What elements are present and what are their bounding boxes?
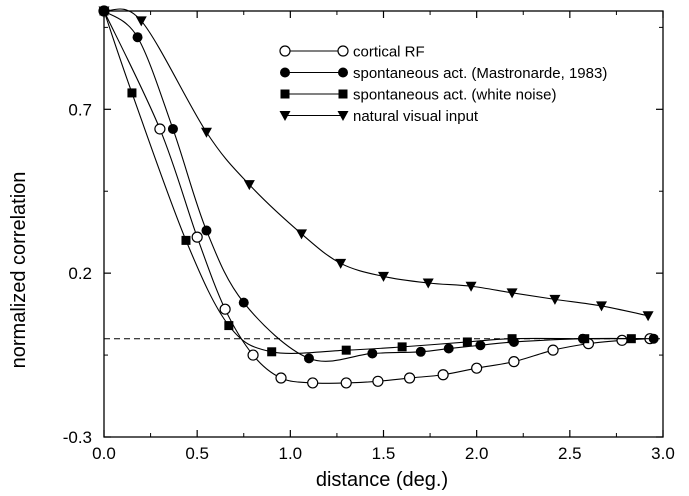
- legend-marker: [280, 67, 290, 78]
- data-point: [224, 321, 234, 331]
- data-point: [462, 337, 472, 347]
- legend-marker: [280, 89, 290, 99]
- series-0: [98, 5, 656, 389]
- data-point: [303, 353, 314, 364]
- x-tick-label: 0.5: [185, 444, 209, 463]
- data-point: [508, 356, 520, 368]
- legend-label: cortical RF: [353, 44, 425, 61]
- data-point: [507, 334, 517, 344]
- x-tick-label: 1.0: [279, 444, 303, 463]
- data-point: [372, 375, 384, 387]
- data-point: [437, 369, 449, 381]
- legend-marker: [337, 111, 349, 121]
- data-point: [98, 6, 110, 17]
- data-point: [397, 342, 407, 352]
- data-point: [415, 346, 426, 357]
- y-tick-label: 0.2: [68, 264, 92, 283]
- legend-marker: [279, 111, 291, 121]
- y-tick-label: -0.3: [63, 428, 92, 447]
- legend-marker: [337, 45, 349, 57]
- data-point: [642, 311, 654, 322]
- x-tick-label: 2.0: [465, 444, 489, 463]
- data-point: [549, 294, 561, 305]
- data-point: [341, 345, 351, 355]
- data-point: [626, 334, 636, 344]
- legend-entry: spontaneous act. (Mastronarde, 1983): [280, 65, 607, 82]
- legend-entry: spontaneous act. (white noise): [280, 87, 556, 104]
- legend-entry: cortical RF: [279, 44, 425, 61]
- data-point: [200, 127, 212, 138]
- data-point: [243, 180, 255, 191]
- data-point: [154, 123, 166, 135]
- legend-label: natural visual input: [353, 108, 479, 125]
- data-point: [471, 362, 483, 374]
- data-point: [167, 123, 178, 134]
- legend: cortical RF spontaneous act. (Mastronarde…: [279, 44, 607, 125]
- x-tick-label: 2.5: [558, 444, 582, 463]
- legend-label: spontaneous act. (white noise): [353, 87, 556, 104]
- data-point: [267, 347, 277, 357]
- data-point: [127, 88, 137, 98]
- series-line: [103, 10, 654, 362]
- x-tick-label: 3.0: [651, 444, 675, 463]
- x-tick-label: 0.0: [92, 444, 116, 463]
- data-point: [596, 301, 608, 312]
- data-point: [307, 377, 319, 389]
- legend-entry: natural visual input: [279, 108, 479, 125]
- data-point: [443, 343, 454, 354]
- data-point: [296, 229, 308, 240]
- series-3: [98, 6, 654, 322]
- data-point: [275, 372, 287, 384]
- data-point: [422, 278, 434, 289]
- data-point: [648, 333, 659, 344]
- data-point: [238, 297, 249, 308]
- x-axis-label: distance (deg.): [316, 469, 448, 491]
- data-point: [181, 235, 191, 245]
- data-point: [340, 377, 352, 389]
- data-point: [201, 225, 212, 236]
- legend-label: spontaneous act. (Mastronarde, 1983): [353, 65, 607, 82]
- x-tick-label: 1.5: [372, 444, 396, 463]
- data-point: [219, 303, 231, 315]
- data-point: [191, 231, 203, 243]
- y-axis-label: normalized correlation: [8, 172, 30, 369]
- data-point: [547, 344, 559, 356]
- series-layer: [98, 5, 659, 389]
- data-point: [132, 32, 143, 43]
- data-point: [465, 281, 477, 292]
- legend-marker: [338, 89, 348, 99]
- data-point: [335, 258, 347, 269]
- data-point: [367, 348, 378, 359]
- data-point: [506, 288, 518, 299]
- legend-marker: [279, 45, 291, 57]
- data-point: [580, 334, 590, 344]
- data-point: [475, 340, 486, 351]
- legend-marker: [338, 67, 348, 78]
- y-tick-label: 0.7: [68, 100, 92, 119]
- data-point: [403, 372, 416, 384]
- series-line: [103, 10, 632, 354]
- data-point: [616, 334, 628, 346]
- data-point: [135, 16, 147, 27]
- data-point: [378, 271, 389, 282]
- data-point: [247, 349, 259, 361]
- axes: 0.0 0.5 1.0 1.5 2.0 2.5 3.0 -0.3 0.2 0.7: [63, 10, 675, 463]
